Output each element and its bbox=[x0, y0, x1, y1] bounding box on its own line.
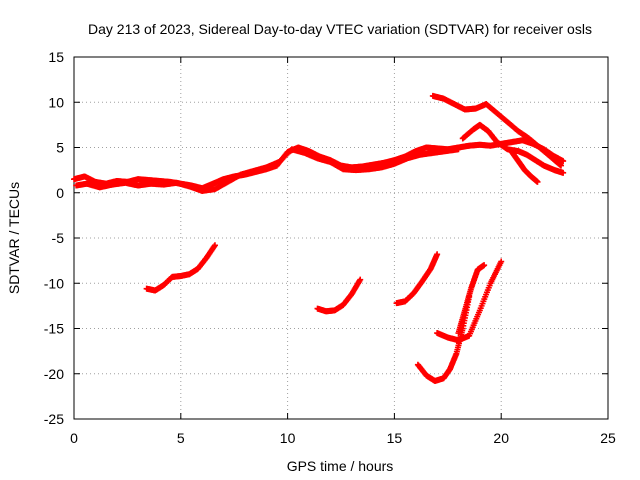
series-low-arc-6 bbox=[455, 262, 488, 337]
data-point bbox=[498, 258, 505, 265]
x-tick-label: 5 bbox=[177, 430, 185, 446]
x-tick-label: 20 bbox=[493, 430, 509, 446]
x-tick-label: 15 bbox=[387, 430, 403, 446]
y-tick-label: 0 bbox=[56, 185, 64, 201]
data-point bbox=[211, 242, 218, 249]
data-point bbox=[481, 262, 488, 269]
x-axis-label: GPS time / hours bbox=[287, 458, 394, 474]
x-tick-label: 0 bbox=[70, 430, 78, 446]
series-main-band-b bbox=[73, 146, 462, 194]
series-low-arc-1 bbox=[143, 242, 218, 294]
data-marks bbox=[71, 92, 567, 384]
data-point bbox=[534, 178, 541, 185]
data-point bbox=[560, 169, 567, 176]
x-tick-label: 10 bbox=[280, 430, 296, 446]
chart-title: Day 213 of 2023, Sidereal Day-to-day VTE… bbox=[88, 21, 592, 37]
series-descending-trace bbox=[429, 92, 565, 169]
series-low-arc-2 bbox=[314, 276, 364, 315]
series-tail-trace bbox=[508, 149, 541, 185]
data-point bbox=[455, 146, 462, 153]
y-tick-label: 5 bbox=[56, 140, 64, 156]
y-tick-label: -25 bbox=[44, 411, 64, 427]
grid bbox=[74, 57, 608, 419]
y-tick-label: -15 bbox=[44, 321, 64, 337]
y-tick-label: -10 bbox=[44, 275, 64, 291]
y-tick-label: -5 bbox=[52, 230, 65, 246]
y-tick-label: -20 bbox=[44, 366, 64, 382]
series-low-arc-3 bbox=[393, 251, 441, 307]
axis-ticks: 0 5 10 15 20 25 -25 -20 -15 -10 -5 0 5 10 15 bbox=[44, 49, 616, 446]
y-tick-label: 15 bbox=[48, 49, 64, 65]
y-axis-label: SDTVAR / TECUs bbox=[6, 182, 22, 294]
y-tick-label: 10 bbox=[48, 94, 64, 110]
data-point bbox=[434, 251, 441, 258]
data-point bbox=[558, 162, 565, 169]
series-loop-trace bbox=[459, 121, 567, 176]
series-low-arc-4 bbox=[414, 293, 473, 384]
data-point bbox=[357, 276, 364, 283]
series-low-arc-5 bbox=[434, 258, 505, 344]
data-point bbox=[560, 158, 567, 165]
x-tick-label: 25 bbox=[600, 430, 616, 446]
